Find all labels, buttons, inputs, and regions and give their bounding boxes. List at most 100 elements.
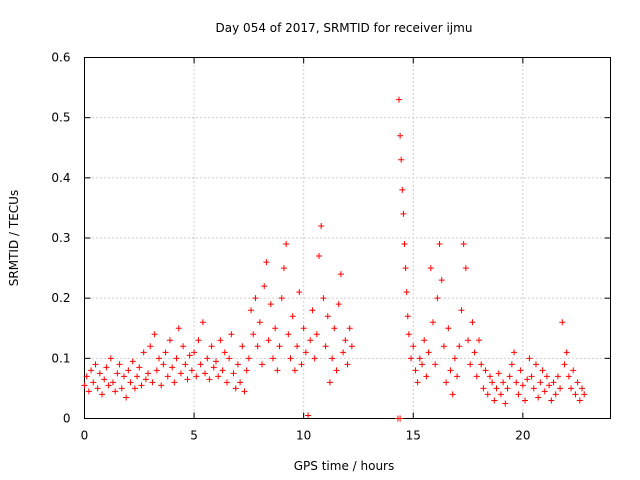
data-point: [140, 349, 147, 356]
data-point: [500, 379, 507, 386]
data-point: [410, 343, 417, 350]
data-point: [256, 319, 263, 326]
data-point: [153, 367, 160, 374]
data-point: [94, 385, 101, 392]
data-point: [112, 388, 119, 395]
data-point: [576, 397, 583, 404]
data-point: [175, 325, 182, 332]
data-point: [432, 361, 439, 368]
data-point: [274, 367, 281, 374]
data-point: [340, 349, 347, 356]
data-point: [344, 361, 351, 368]
data-point: [186, 352, 193, 359]
data-point: [291, 367, 298, 374]
data-point: [164, 373, 171, 380]
data-point: [261, 283, 268, 290]
data-point: [570, 367, 577, 374]
data-point: [568, 385, 575, 392]
data-point: [541, 388, 548, 395]
data-point: [489, 379, 496, 386]
data-point: [228, 331, 235, 338]
data-point: [480, 385, 487, 392]
data-point: [398, 156, 405, 163]
data-point: [581, 391, 588, 398]
data-point: [296, 289, 303, 296]
data-point: [515, 391, 522, 398]
data-point: [333, 367, 340, 374]
data-point: [254, 343, 261, 350]
data-point: [572, 391, 579, 398]
data-point: [497, 391, 504, 398]
data-point: [206, 376, 213, 383]
data-point: [404, 313, 411, 320]
y-tick-label: 0.4: [51, 171, 70, 185]
data-point: [397, 132, 404, 139]
data-point: [195, 337, 202, 344]
data-point: [289, 313, 296, 320]
data-point: [528, 373, 535, 380]
data-point: [118, 385, 125, 392]
y-tick-label: 0.6: [51, 51, 70, 65]
data-point: [434, 295, 441, 302]
data-point: [151, 331, 158, 338]
data-point: [147, 343, 154, 350]
data-point: [193, 373, 200, 380]
data-point: [131, 385, 138, 392]
data-point: [526, 355, 533, 362]
y-axis-label: SRMTID / TECUs: [7, 190, 21, 286]
data-point: [103, 364, 110, 371]
data-point: [396, 96, 403, 103]
data-point: [226, 355, 233, 362]
data-point: [120, 373, 127, 380]
data-point: [85, 388, 92, 395]
data-point: [166, 337, 173, 344]
data-point: [469, 319, 476, 326]
data-point: [557, 385, 564, 392]
data-point: [462, 265, 469, 272]
data-point: [451, 355, 458, 362]
data-point: [543, 373, 550, 380]
data-point: [465, 337, 472, 344]
data-point: [324, 313, 331, 320]
data-point: [408, 355, 415, 362]
data-point: [283, 241, 290, 248]
data-point: [460, 241, 467, 248]
data-point: [123, 394, 130, 401]
x-axis-label: GPS time / hours: [294, 459, 395, 473]
y-tick-label: 0.5: [51, 111, 70, 125]
data-point: [495, 370, 502, 377]
data-point: [467, 361, 474, 368]
x-tick-label: 10: [296, 429, 311, 443]
data-point: [88, 367, 95, 374]
data-point: [263, 259, 270, 266]
data-point: [134, 373, 141, 380]
data-point: [399, 186, 406, 193]
data-point: [156, 355, 163, 362]
data-point: [532, 361, 539, 368]
x-tick-label: 20: [515, 429, 530, 443]
data-point: [83, 373, 90, 380]
data-point: [559, 319, 566, 326]
data-point: [109, 379, 116, 386]
data-point: [436, 241, 443, 248]
data-point: [232, 385, 239, 392]
data-point: [346, 325, 353, 332]
data-point: [107, 355, 114, 362]
data-point: [210, 364, 217, 371]
data-point: [401, 241, 408, 248]
data-point: [158, 382, 165, 389]
data-point: [552, 391, 559, 398]
data-point: [574, 379, 581, 386]
data-point: [316, 253, 323, 260]
data-point: [272, 325, 279, 332]
data-point: [180, 343, 187, 350]
data-point: [278, 295, 285, 302]
data-point: [508, 361, 515, 368]
data-point: [239, 343, 246, 350]
data-point: [421, 337, 428, 344]
data-point: [191, 349, 198, 356]
data-point: [298, 361, 305, 368]
data-point: [335, 301, 342, 308]
data-point: [440, 343, 447, 350]
